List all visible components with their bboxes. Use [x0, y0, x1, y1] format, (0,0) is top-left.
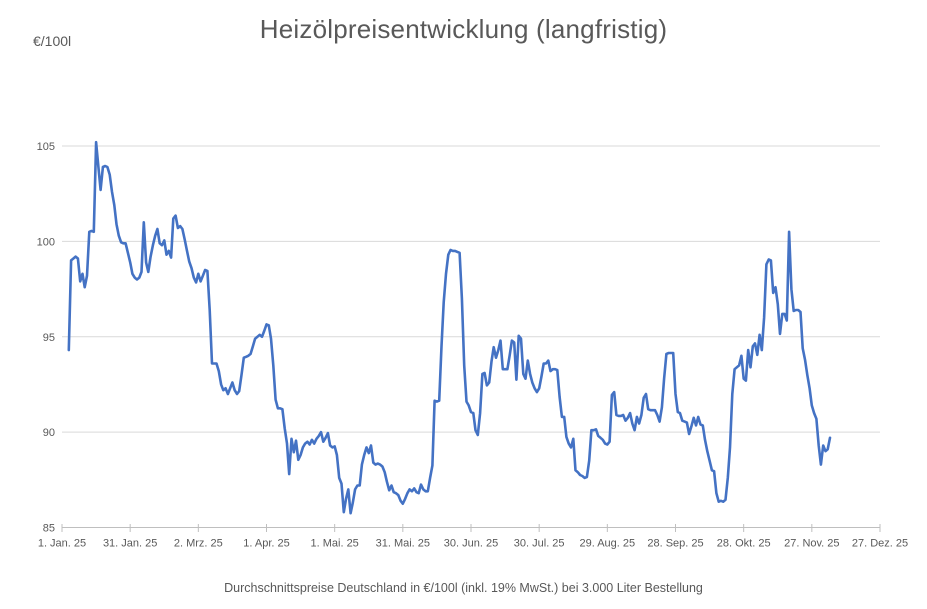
x-tick-label: 30. Jun. 25: [444, 538, 498, 550]
x-tick-label: 31. Jan. 25: [103, 538, 157, 550]
x-tick-label: 2. Mrz. 25: [174, 538, 223, 550]
x-tick-label: 27. Nov. 25: [784, 538, 839, 550]
x-tick-label: 30. Jul. 25: [514, 538, 565, 550]
price-line: [67, 140, 832, 515]
y-tick-label: 95: [43, 332, 55, 344]
chart-title: Heizölpreisentwicklung (langfristig): [259, 14, 668, 44]
x-tick-label: 1. Mai. 25: [311, 538, 359, 550]
x-tick-label: 31. Mai. 25: [376, 538, 430, 550]
y-tick-label: 85: [43, 523, 55, 535]
x-tick-label: 1. Apr. 25: [243, 538, 289, 550]
x-tick-label: 28. Okt. 25: [717, 538, 771, 550]
x-tick-label: 27. Dez. 25: [852, 538, 908, 550]
y-axis-unit-label: €/100l: [33, 33, 72, 49]
x-tick-label: 1. Jan. 25: [38, 538, 86, 550]
y-tick-label: 100: [37, 236, 55, 248]
chart-caption: Durchschnittspreise Deutschland in €/100…: [224, 581, 703, 595]
y-tick-label: 90: [43, 427, 55, 439]
x-tick-label: 28. Sep. 25: [647, 538, 703, 550]
x-tick-label: 29. Aug. 25: [579, 538, 635, 550]
y-tick-label: 105: [37, 141, 55, 153]
